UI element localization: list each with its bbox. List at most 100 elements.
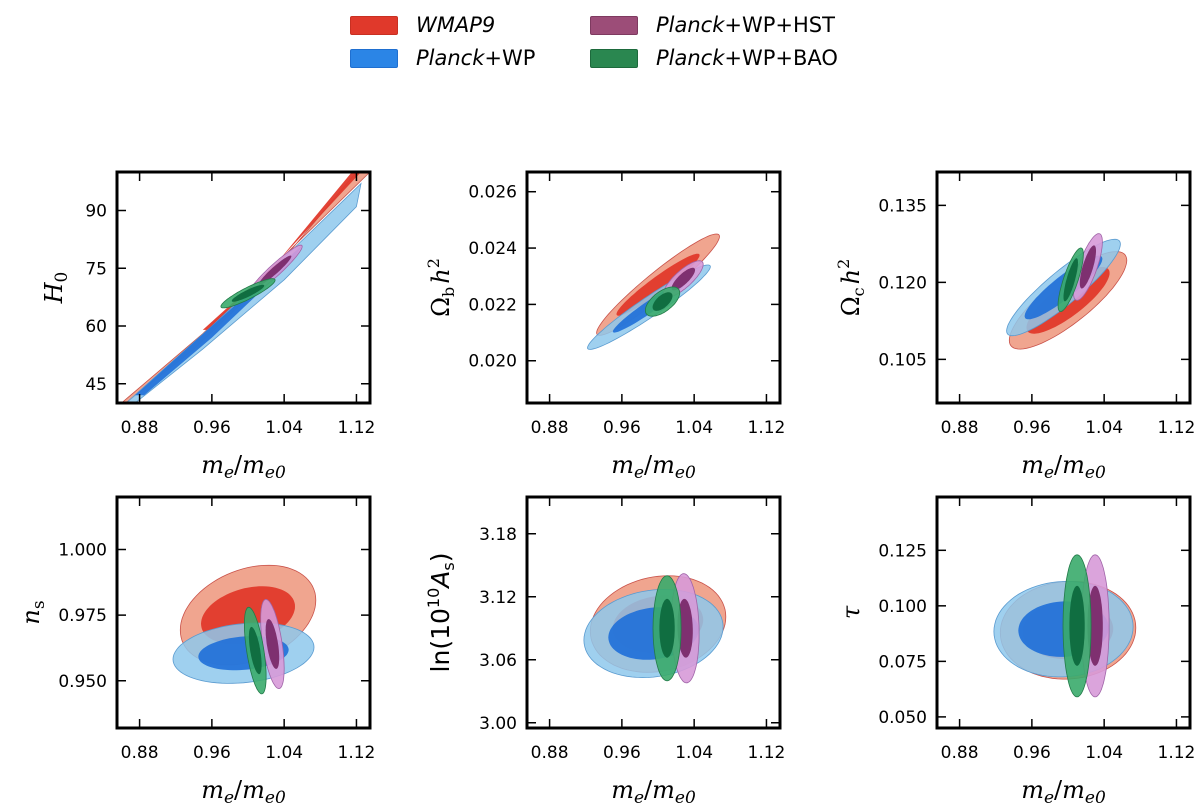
contour-68-planck-wp-bao [1063,258,1078,302]
y-axis-label: τ [837,605,865,619]
y-tick-label: 3.18 [479,525,517,545]
y-axis-label: ln(1010As) [424,553,458,673]
axes-frame [115,170,372,405]
legend-label-planck-wp-hst: Planck [656,13,725,37]
x-tick-label: 1.04 [1085,418,1123,438]
legend-item-planck-wp: Planck+WP [350,46,535,70]
x-tick-label: 0.88 [531,418,569,438]
contour-area [587,233,720,350]
panel-4: 0.88 0.96 1.04 1.12 0.950 0.975 1.000 me/me0 ns [17,495,376,808]
contour-68-wmap9 [202,172,361,330]
axes-frame [525,170,782,405]
x-tick-label: 0.96 [1013,418,1051,438]
x-tick-label: 1.12 [748,418,786,438]
x-tick-label: 1.12 [748,743,786,763]
contour-area [993,554,1137,698]
legend-item-wmap9: WMAP9 [350,13,496,37]
panel-5: 0.88 0.96 1.04 1.12 3.00 3.06 3.12 3.18 me/me0 ln… [424,495,786,808]
x-tick-label: 0.88 [531,743,569,763]
contour-95-wmap9 [120,172,370,403]
legend-label-planck-wp: Planck [416,46,485,70]
y-axis-label: H0 [40,272,72,305]
y-tick-label: 0.026 [468,183,517,203]
contour-68-wmap9 [616,253,700,316]
y-tick-label: 0.075 [878,652,927,672]
x-tick-label: 0.88 [941,418,979,438]
y-tick-label: 0.125 [878,541,927,561]
y-tick-label: 0.950 [58,672,107,692]
y-tick-label: 60 [85,317,107,337]
contour-68-planck-wp-hst [671,267,696,291]
x-tick-label: 0.96 [603,743,641,763]
y-tick-label: 0.022 [468,295,517,315]
axes-frame [115,495,372,730]
y-tick-label: 0.120 [878,273,927,293]
x-tick-label: 0.96 [193,743,231,763]
contour-planck-wp-bao [244,606,267,695]
x-tick-label: 1.04 [265,743,303,763]
contour-area [172,564,317,695]
y-axis-label: Ωbh2 [424,258,458,317]
legend-label-wmap9: WMAP9 [416,13,496,37]
x-tick-label: 0.88 [941,743,979,763]
contour-planck-wp-bao [220,278,276,309]
contour-68-planck-wp-hst [1079,245,1096,289]
y-tick-label: 3.12 [479,588,517,608]
contour-68-planck-wp-bao [659,598,675,658]
legend-swatch-planck-wp-hst [590,15,638,35]
x-tick-label: 1.12 [1158,418,1196,438]
contour-wmap9 [120,172,370,403]
x-axis-label: me/me0 [611,776,696,808]
contour-68-planck-wp-bao [1069,585,1085,666]
x-tick-label: 1.12 [338,418,376,438]
x-tick-label: 0.88 [121,418,159,438]
contour-area [583,573,727,684]
x-tick-label: 0.88 [121,743,159,763]
y-tick-label: 75 [85,259,107,279]
axes-frame [935,170,1192,405]
x-tick-label: 1.12 [1158,743,1196,763]
y-tick-label: 0.020 [468,352,517,372]
x-tick-label: 1.04 [675,418,713,438]
x-axis-label: me/me0 [1021,776,1106,808]
x-axis-label: me/me0 [201,776,286,808]
legend-item-planck-wp-bao: Planck+WP+BAO [590,46,838,70]
contour-planck-wp-bao [645,286,681,317]
contour-68-planck-wp-bao [248,626,262,675]
x-tick-label: 1.04 [1085,743,1123,763]
y-tick-label: 90 [85,202,107,222]
y-tick-label: 45 [85,375,107,395]
axes-frame [525,495,782,730]
x-axis-label: me/me0 [1021,451,1106,483]
x-tick-label: 1.04 [265,418,303,438]
contour-planck-wp-bao [1057,247,1084,312]
y-tick-label: 0.975 [58,606,107,626]
y-tick-label: 3.06 [479,651,517,671]
contour-area [120,172,370,403]
x-tick-label: 0.96 [603,418,641,438]
legend-item-planck-wp-hst: Planck+WP+HST [590,13,835,37]
legend-swatch-planck-wp [350,48,398,68]
x-tick-label: 1.04 [675,743,713,763]
contour-68-planck-wp-bao [231,284,265,302]
y-tick-label: 3.00 [479,714,517,734]
panel-6: 0.88 0.96 1.04 1.12 0.050 0.075 0.100 0.125 me/m… [837,495,1196,808]
legend-swatch-wmap9 [350,15,398,35]
axes-frame [935,495,1192,730]
contour-planck-wp-bao [1062,554,1092,698]
y-tick-label: 0.105 [878,350,927,370]
x-tick-label: 1.12 [338,743,376,763]
contour-68-planck-wp-hst [265,619,280,669]
legend: WMAP9 Planck+WP Planck+WP+HST Planck+WP+… [330,8,890,78]
y-axis-label: ns [17,600,49,624]
x-tick-label: 0.96 [1013,743,1051,763]
contour-68-planck-wp-bao [652,292,673,311]
y-tick-label: 0.100 [878,597,927,617]
panel-2: 0.88 0.96 1.04 1.12 0.020 0.022 0.024 0.026 me/m… [424,170,786,483]
contour-area [1006,233,1128,350]
panel-1: 0.88 0.96 1.04 1.12 45 60 75 90 me/me0 H0 [40,170,376,483]
y-tick-label: 1.000 [58,541,107,561]
y-tick-label: 0.050 [878,708,927,728]
y-tick-label: 0.135 [878,196,927,216]
